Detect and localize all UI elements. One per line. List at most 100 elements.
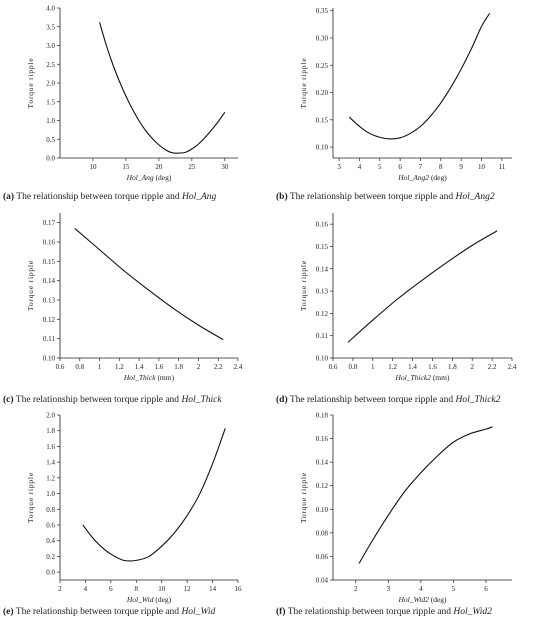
x-tick-label: 30 [221,163,229,171]
x-tick-label: 7 [419,163,423,171]
x-tick-label: 6 [398,163,402,171]
x-axis-label: Hol_Thick2 (mm) [395,373,450,382]
x-tick-label: 1.8 [448,363,457,371]
y-tick-label: 0.15 [316,116,329,124]
y-axis-label: Torque ripple [299,472,308,523]
chart-panel-a: 10 15 20 25 30 0.0 0.5 1.0 1.5 2.0 2.5 3.0 3.5 4.0 Tor… [3,5,238,202]
x-tick-label: 3 [387,585,391,593]
caption-var: Hol_Ang [181,192,217,202]
y-tick-label: 0.11 [43,335,55,343]
series-line [99,22,226,154]
x-tick-label: 1 [371,363,375,371]
x-tick-label: 2.2 [214,363,223,371]
y-axis-label: Torque ripple [299,260,308,311]
y-tick-label: 1.5 [46,98,55,106]
series-line [347,230,498,343]
x-tick-label: 15 [122,163,130,171]
y-tick-label: 0.14 [43,277,56,285]
y-tick-label: 0.10 [316,506,329,514]
y-tick-label: 3.0 [46,42,55,50]
y-tick-label: 0.10 [316,355,329,363]
y-tick-label: 0.2 [46,553,55,561]
y-tick-label: 0.17 [43,219,56,227]
x-tick-label: 1.6 [428,363,437,371]
x-tick-label: 2.2 [488,363,497,371]
x-axis-label-var: Hol_Wid2 [397,595,429,604]
x-tick-label: 10 [158,585,166,593]
series-line [74,228,224,341]
panel-caption: (b) The relationship between torque ripp… [276,191,495,202]
y-tick-label: 0.16 [316,221,329,229]
panel-caption: (e) The relationship between torque ripp… [3,606,215,617]
x-axis-label-var: Hol_Ang2 [397,173,429,182]
x-tick-label: 1.8 [174,363,183,371]
x-tick-label: 0.8 [349,363,358,371]
x-tick-label: 0.6 [56,363,65,371]
x-tick-label: 2.4 [234,363,243,371]
x-tick-label: 5 [452,585,456,593]
x-tick-label: 20 [155,163,163,171]
x-tick-label: 9 [459,163,463,171]
y-tick-label: 4.0 [46,5,55,13]
x-axis-label-unit: (mm) [431,373,450,382]
y-tick-label: 0.35 [316,7,329,15]
y-tick-label: 1.8 [46,427,55,435]
caption-text: The relationship between torque ripple a… [288,607,454,617]
x-axis-label-unit: (deg) [429,173,447,182]
x-tick-label: 1.2 [388,363,397,371]
chart-panel-f: 2 3 4 5 6 0.04 0.06 0.08 0.10 0.12 0.14 0.16 0.18 Tor… [276,412,512,617]
chart-panel-e: 2 4 6 8 10 12 14 16 0.0 0.2 0.4 0.6 0.8 1.0 1.2 1.4 1.6 1… [3,412,242,618]
y-tick-label: 0.08 [316,529,329,537]
y-tick-label: 0.10 [316,144,329,152]
x-tick-label: 4 [419,585,423,593]
x-tick-label: 1.4 [408,363,417,371]
x-tick-label: 10 [478,163,486,171]
y-tick-label: 1.6 [46,443,55,451]
x-tick-label: 8 [439,163,443,171]
caption-var: Hol_Ang2 [455,192,495,202]
x-axis-label-unit: (mm) [156,373,175,382]
x-tick-label: 2 [58,585,62,593]
y-tick-label: 0.5 [46,136,55,144]
y-tick-label: 1.4 [46,459,55,467]
y-axis-label: Torque ripple [26,472,35,523]
x-tick-label: 1.2 [115,363,124,371]
x-axis-label: Hol_Ang2 (deg) [397,173,447,182]
caption-text: The relationship between torque ripple a… [16,192,182,202]
y-tick-label: 0.15 [316,243,329,251]
x-axis-label-var: Hol_Thick2 [395,373,432,382]
caption-text: The relationship between torque ripple a… [16,395,182,405]
x-tick-label: 3 [337,163,341,171]
x-tick-label: 2 [354,585,358,593]
x-axis-label-unit: (deg) [153,595,171,604]
x-tick-label: 2 [470,363,474,371]
y-tick-label: 0.0 [46,155,55,163]
series-line [348,13,491,140]
x-tick-label: 16 [235,585,243,593]
caption-letter: (d) [276,394,288,405]
y-tick-label: 0.06 [316,553,329,561]
x-tick-label: 4 [358,163,362,171]
y-tick-label: 1.0 [46,117,55,125]
y-tick-label: 0.18 [316,412,329,420]
x-axis-label: Hol_Wid2 (deg) [397,595,447,604]
y-tick-label: 0.6 [46,522,55,530]
y-tick-label: 0.8 [46,506,55,514]
x-tick-label: 1.6 [155,363,164,371]
x-tick-label: 2 [197,363,201,371]
x-tick-label: 11 [498,163,505,171]
y-tick-label: 2.5 [46,61,55,69]
y-tick-label: 0.14 [316,265,329,273]
y-tick-label: 0.11 [316,332,328,340]
y-tick-label: 2.0 [46,412,55,420]
caption-var: Hol_Thick2 [455,395,501,405]
y-tick-label: 0.04 [316,577,329,585]
x-tick-label: 1.4 [135,363,144,371]
caption-var: Hol_Wid [180,607,215,617]
y-tick-label: 3.5 [46,23,55,31]
y-tick-label: 0.12 [43,316,56,324]
y-tick-label: 0.15 [43,258,56,266]
x-tick-label: 14 [209,585,217,593]
x-axis-label-unit: (deg) [429,595,447,604]
